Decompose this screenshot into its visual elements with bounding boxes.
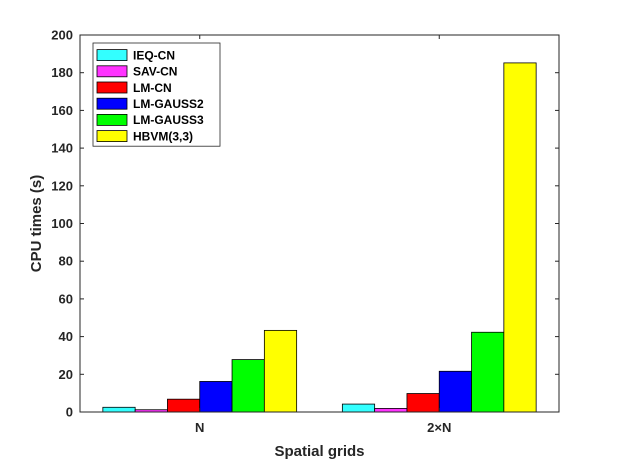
y-tick-label: 0 (66, 405, 73, 420)
legend: IEQ-CN SAV-CN LM-CN LM-GAUSS2 LM-GAUSS3 HBVM(… (92, 42, 221, 147)
legend-label: SAV-CN (133, 65, 177, 79)
bar-sav-cn-2 (374, 408, 408, 413)
y-tick-label: 180 (51, 65, 73, 80)
y-tick-label: 80 (59, 254, 73, 269)
y-tick-label: 100 (51, 216, 73, 231)
bar-hbvm-3-3-2 (503, 62, 537, 413)
bar-lm-gauss2-2 (438, 370, 472, 413)
bar-lm-cn-1 (167, 398, 201, 413)
legend-label: HBVM(3,3) (133, 129, 193, 143)
bar-ieq-cn-1 (102, 406, 136, 413)
legend-swatch (96, 130, 128, 143)
y-tick-label: 200 (51, 28, 73, 43)
bar-lm-gauss3-2 (471, 331, 505, 413)
bars-group (102, 62, 537, 413)
bar-lm-cn-2 (406, 393, 440, 413)
ticks-group: N 2×N 0 20 40 60 80 100 120 140 160 180 200 (51, 28, 559, 435)
x-axis-label: Spatial grids (274, 443, 364, 460)
y-tick-label: 160 (51, 103, 73, 118)
bar-ieq-cn-2 (341, 403, 376, 413)
legend-label: IEQ-CN (133, 48, 175, 62)
y-tick-label: 120 (51, 178, 73, 193)
legend-label: LM-GAUSS3 (133, 113, 204, 127)
x-tick-label: 2×N (427, 420, 451, 435)
y-tick-label: 60 (59, 291, 73, 306)
y-tick-label: 140 (51, 141, 73, 156)
bar-lm-gauss2-1 (199, 381, 233, 413)
legend-swatch (96, 65, 128, 78)
y-axis-label: CPU times (s) (28, 175, 45, 273)
y-tick-label: 20 (59, 367, 73, 382)
legend-swatch (96, 97, 128, 110)
legend-swatch (96, 114, 128, 126)
legend-swatch (96, 49, 128, 61)
bar-hbvm-3-3-1 (263, 329, 298, 413)
legend-swatch (96, 81, 128, 94)
bar-lm-gauss3-1 (231, 359, 265, 413)
x-tick-label: N (195, 420, 204, 435)
legend-label: LM-CN (133, 81, 172, 95)
legend-label: LM-GAUSS2 (133, 97, 204, 111)
y-tick-label: 40 (59, 329, 73, 344)
